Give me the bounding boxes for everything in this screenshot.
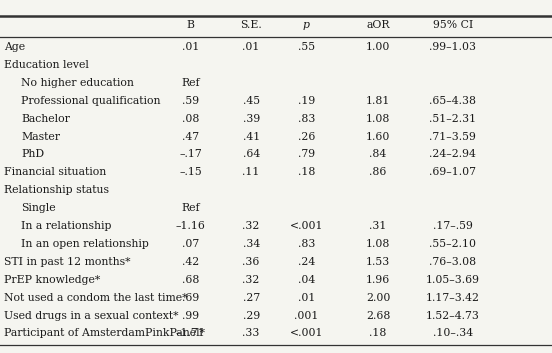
Text: .64: .64	[242, 149, 260, 160]
Text: .99–1.03: .99–1.03	[429, 42, 476, 52]
Text: PrEP knowledge*: PrEP knowledge*	[4, 275, 100, 285]
Text: .84: .84	[369, 149, 387, 160]
Text: 1.81: 1.81	[366, 96, 390, 106]
Text: .55: .55	[298, 42, 315, 52]
Text: 1.52–4.73: 1.52–4.73	[426, 311, 480, 321]
Text: .01: .01	[298, 293, 315, 303]
Text: .86: .86	[369, 167, 387, 177]
Text: Education level: Education level	[4, 60, 89, 70]
Text: .01: .01	[242, 42, 260, 52]
Text: .59: .59	[182, 96, 199, 106]
Text: .17–.59: .17–.59	[433, 221, 473, 231]
Text: Single: Single	[21, 203, 56, 213]
Text: –1.71: –1.71	[176, 328, 205, 339]
Text: .001: .001	[294, 311, 319, 321]
Text: .19: .19	[298, 96, 315, 106]
Text: .71–3.59: .71–3.59	[429, 132, 476, 142]
Text: .26: .26	[298, 132, 315, 142]
Text: .01: .01	[182, 42, 199, 52]
Text: .24: .24	[298, 257, 315, 267]
Text: .32: .32	[242, 275, 260, 285]
Text: In a relationship: In a relationship	[21, 221, 112, 231]
Text: .68: .68	[182, 275, 199, 285]
Text: Relationship status: Relationship status	[4, 185, 109, 195]
Text: .18: .18	[369, 328, 387, 339]
Text: .65–4.38: .65–4.38	[429, 96, 476, 106]
Text: 1.60: 1.60	[366, 132, 390, 142]
Text: .29: .29	[242, 311, 260, 321]
Text: aOR: aOR	[367, 20, 390, 30]
Text: .04: .04	[298, 275, 315, 285]
Text: .55–2.10: .55–2.10	[429, 239, 476, 249]
Text: .18: .18	[298, 167, 315, 177]
Text: <.001: <.001	[290, 221, 323, 231]
Text: .69–1.07: .69–1.07	[429, 167, 476, 177]
Text: .33: .33	[242, 328, 260, 339]
Text: 1.53: 1.53	[366, 257, 390, 267]
Text: .24–2.94: .24–2.94	[429, 149, 476, 160]
Text: .36: .36	[242, 257, 260, 267]
Text: Professional qualification: Professional qualification	[21, 96, 161, 106]
Text: .08: .08	[182, 114, 199, 124]
Text: 1.05–3.69: 1.05–3.69	[426, 275, 480, 285]
Text: .32: .32	[242, 221, 260, 231]
Text: No higher education: No higher education	[21, 78, 134, 88]
Text: .41: .41	[242, 132, 260, 142]
Text: STI in past 12 months*: STI in past 12 months*	[4, 257, 131, 267]
Text: PhD: PhD	[21, 149, 44, 160]
Text: 2.68: 2.68	[366, 311, 390, 321]
Text: 1.08: 1.08	[366, 239, 390, 249]
Text: .27: .27	[242, 293, 260, 303]
Text: In an open relationship: In an open relationship	[21, 239, 149, 249]
Text: Not used a condom the last time*: Not used a condom the last time*	[4, 293, 188, 303]
Text: .34: .34	[242, 239, 260, 249]
Text: 95% CI: 95% CI	[433, 20, 473, 30]
Text: 2.00: 2.00	[366, 293, 390, 303]
Text: .45: .45	[242, 96, 260, 106]
Text: 1.00: 1.00	[366, 42, 390, 52]
Text: 1.17–3.42: 1.17–3.42	[426, 293, 480, 303]
Text: <.001: <.001	[290, 328, 323, 339]
Text: .69: .69	[182, 293, 199, 303]
Text: Ref: Ref	[181, 78, 200, 88]
Text: 1.08: 1.08	[366, 114, 390, 124]
Text: Master: Master	[21, 132, 60, 142]
Text: –.15: –.15	[179, 167, 202, 177]
Text: .07: .07	[182, 239, 199, 249]
Text: .31: .31	[369, 221, 387, 231]
Text: .76–3.08: .76–3.08	[429, 257, 476, 267]
Text: .79: .79	[298, 149, 315, 160]
Text: S.E.: S.E.	[240, 20, 262, 30]
Text: –1.16: –1.16	[176, 221, 205, 231]
Text: 1.96: 1.96	[366, 275, 390, 285]
Text: .47: .47	[182, 132, 199, 142]
Text: .51–2.31: .51–2.31	[429, 114, 476, 124]
Text: Financial situation: Financial situation	[4, 167, 107, 177]
Text: .42: .42	[182, 257, 199, 267]
Text: Bachelor: Bachelor	[21, 114, 70, 124]
Text: Used drugs in a sexual context*: Used drugs in a sexual context*	[4, 311, 179, 321]
Text: Participant of AmsterdamPinkPanel*: Participant of AmsterdamPinkPanel*	[4, 328, 205, 339]
Text: Age: Age	[4, 42, 25, 52]
Text: .99: .99	[182, 311, 199, 321]
Text: B: B	[187, 20, 194, 30]
Text: .83: .83	[298, 239, 315, 249]
Text: .39: .39	[242, 114, 260, 124]
Text: –.17: –.17	[179, 149, 202, 160]
Text: .11: .11	[242, 167, 260, 177]
Text: .10–.34: .10–.34	[433, 328, 473, 339]
Text: .83: .83	[298, 114, 315, 124]
Text: Ref: Ref	[181, 203, 200, 213]
Text: p: p	[303, 20, 310, 30]
